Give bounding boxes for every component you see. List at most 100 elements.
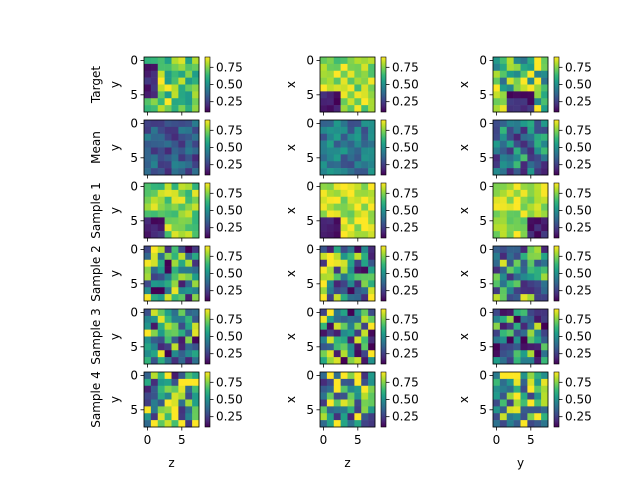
heatmap-cell — [513, 413, 521, 421]
heatmap-cell — [506, 231, 514, 239]
heatmap-cell — [534, 183, 542, 191]
heatmap-cell — [150, 322, 159, 330]
heatmap-cell — [326, 246, 335, 254]
heatmap-cell — [150, 259, 159, 267]
heatmap-cell — [506, 105, 514, 113]
heatmap-cell — [513, 336, 521, 344]
heatmap-cell — [320, 322, 328, 330]
heatmap-cell — [527, 336, 535, 344]
heatmap-cell — [527, 183, 535, 191]
heatmap-cell — [520, 77, 528, 85]
heatmap-cell — [347, 336, 355, 344]
heatmap-cell — [164, 309, 172, 317]
heatmap-cell — [333, 120, 341, 128]
heatmap-cell — [354, 280, 362, 288]
y-tick-label: 0 — [306, 116, 314, 130]
y-tick-label: 5 — [306, 214, 314, 228]
heatmap-cell — [354, 266, 362, 274]
colorbar — [204, 182, 211, 239]
heatmap-cell — [333, 189, 341, 198]
heatmap-cell — [178, 287, 186, 295]
colorbar — [380, 182, 387, 239]
heatmap-cell — [171, 246, 179, 254]
heatmap-cell — [361, 98, 369, 106]
x-tick-label: 0 — [144, 433, 152, 447]
heatmap-cell — [513, 273, 521, 281]
heatmap-cell — [157, 196, 165, 204]
heatmap-cell — [157, 392, 165, 400]
heatmap-cell — [192, 210, 200, 218]
heatmap-cell — [499, 84, 508, 92]
heatmap-cell — [499, 378, 508, 387]
heatmap-cell — [171, 350, 179, 358]
heatmap-cell — [171, 203, 179, 211]
heatmap-cell — [534, 252, 542, 261]
heatmap-cell — [541, 259, 549, 267]
heatmap-cell — [340, 372, 348, 380]
heatmap-cell — [326, 336, 335, 344]
heatmap-cell — [144, 385, 152, 393]
heatmap-cell — [164, 350, 172, 358]
y-tick-label: 0 — [479, 368, 487, 382]
heatmap-cell — [144, 210, 152, 218]
heatmap-cell — [150, 154, 159, 162]
row-label: Sample 3 — [89, 308, 103, 364]
heatmap-cell — [520, 287, 528, 295]
y-tick-label: 0 — [306, 242, 314, 256]
heatmap-cell — [157, 350, 165, 358]
heatmap-cell — [513, 399, 521, 407]
heatmap-cell — [150, 372, 159, 380]
heatmap-cell — [527, 315, 535, 324]
heatmap-cell — [368, 287, 376, 295]
heatmap-cell — [144, 189, 152, 198]
heatmap-cell — [506, 336, 514, 344]
heatmap-cell — [192, 309, 200, 317]
heatmap-cell — [361, 120, 369, 128]
heatmap-cell — [347, 231, 355, 239]
heatmap-cell — [164, 189, 172, 198]
heatmap-cell — [527, 217, 535, 225]
heatmap-cell — [541, 343, 549, 351]
heatmap-cell — [541, 246, 549, 254]
heatmap-cell — [326, 224, 335, 232]
y-tick-label: 5 — [130, 88, 138, 102]
heatmap-cell — [520, 322, 528, 330]
heatmap-cell — [520, 168, 528, 176]
heatmap-cell — [541, 287, 549, 295]
heatmap-cell — [164, 161, 172, 169]
y-axis-label: x — [284, 81, 298, 88]
heatmap-cell — [368, 133, 376, 141]
heatmap-cell — [347, 105, 355, 113]
heatmap-cell — [534, 372, 542, 380]
heatmap-cell — [178, 224, 186, 232]
heatmap-cell — [368, 357, 376, 365]
heatmap-cell — [340, 203, 348, 211]
heatmap-cell — [368, 280, 376, 288]
heatmap-cell — [157, 168, 165, 176]
heatmap-cell — [333, 217, 341, 225]
heatmap-cell — [527, 246, 535, 254]
y-axis-label: x — [284, 144, 298, 151]
heatmap-cell — [164, 57, 172, 65]
heatmap-cell — [513, 372, 521, 380]
heatmap-cell — [506, 84, 514, 92]
heatmap-cell — [361, 273, 369, 281]
heatmap-cell — [513, 183, 521, 191]
heatmap-cell — [192, 57, 200, 65]
heatmap-cell — [368, 98, 376, 106]
heatmap-cell — [157, 154, 165, 162]
heatmap-cell — [527, 203, 535, 211]
heatmap-cell — [527, 273, 535, 281]
heatmap-cell — [157, 91, 165, 99]
heatmap-cell — [185, 154, 193, 162]
heatmap-cell — [164, 224, 172, 232]
heatmap-cell — [493, 392, 501, 400]
heatmap-cell — [506, 224, 514, 232]
heatmap-cell — [499, 105, 508, 113]
heatmap-cell — [361, 343, 369, 351]
heatmap-cell — [499, 252, 508, 261]
y-tick-label: 5 — [130, 214, 138, 228]
heatmap-cell — [347, 406, 355, 414]
heatmap-cell — [171, 273, 179, 281]
heatmap-cell — [368, 231, 376, 239]
